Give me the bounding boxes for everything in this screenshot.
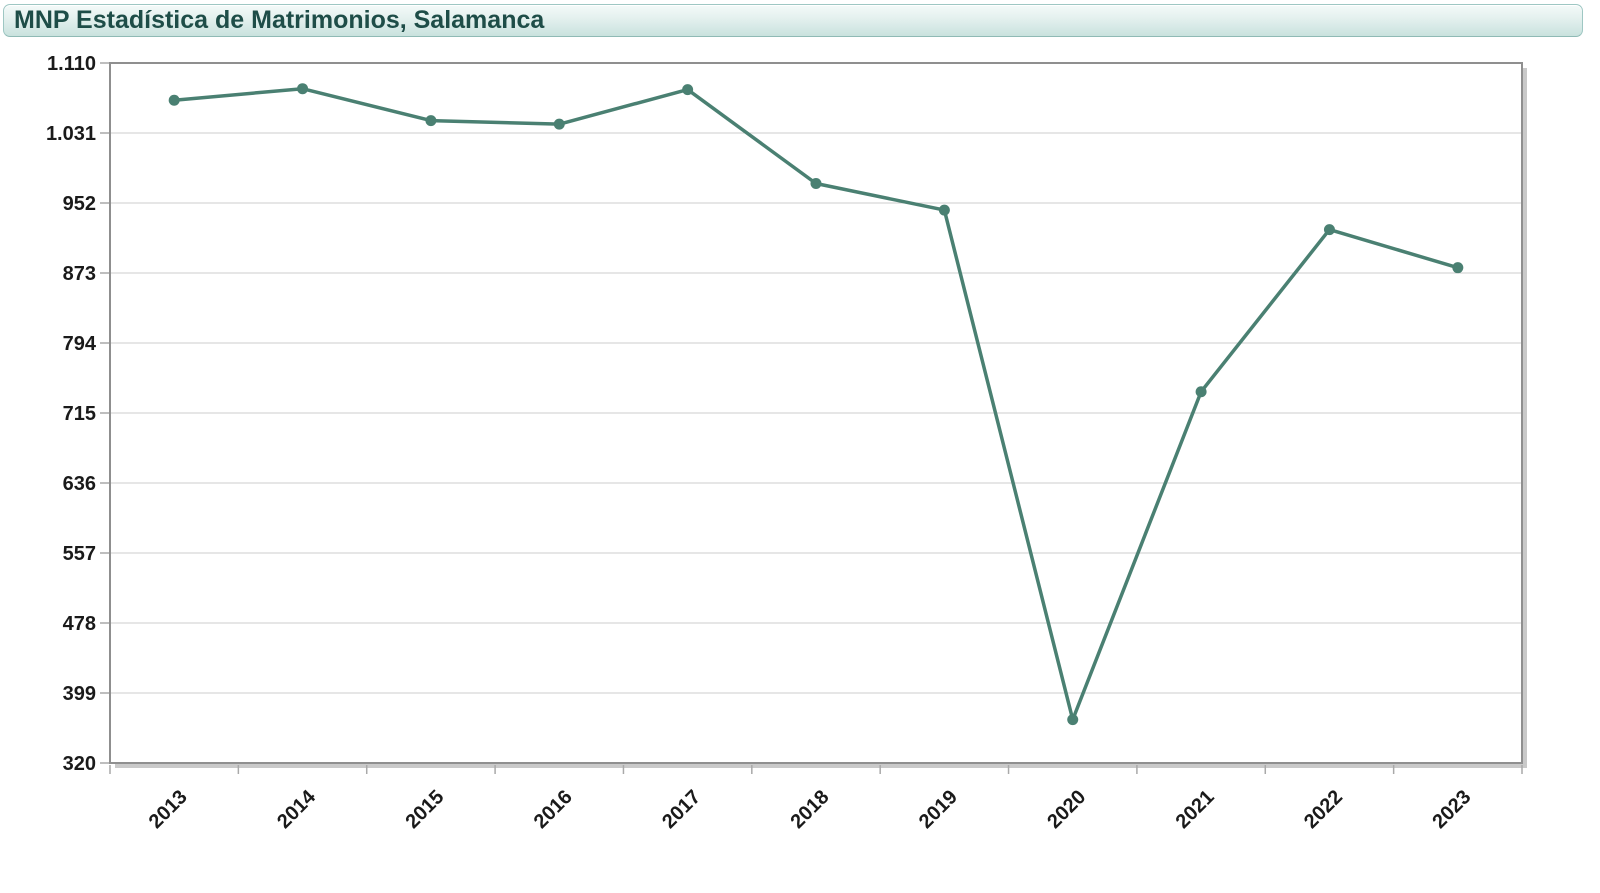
y-tick-label: 557 xyxy=(63,543,96,565)
y-tick-label: 636 xyxy=(63,473,96,495)
data-point-2021[interactable] xyxy=(1195,386,1207,398)
x-tick-label: 2020 xyxy=(1043,786,1090,833)
x-tick-label: 2014 xyxy=(273,785,321,833)
data-point-2016[interactable] xyxy=(553,118,565,130)
data-point-2013[interactable] xyxy=(168,94,180,106)
x-tick-label: 2022 xyxy=(1300,786,1347,833)
x-tick-label: 2018 xyxy=(787,786,834,833)
chart-title: MNP Estadística de Matrimonios, Salamanc… xyxy=(14,6,545,34)
y-tick-label: 873 xyxy=(63,263,96,285)
y-tick-label: 952 xyxy=(63,193,96,215)
x-tick-label: 2019 xyxy=(915,786,962,833)
data-point-2022[interactable] xyxy=(1323,224,1335,236)
y-tick-label: 1.110 xyxy=(47,53,96,75)
chart-title-bar: MNP Estadística de Matrimonios, Salamanc… xyxy=(3,4,1583,37)
x-tick-label: 2015 xyxy=(401,786,448,833)
data-point-2017[interactable] xyxy=(682,84,694,96)
data-point-2015[interactable] xyxy=(425,115,437,127)
y-tick-label: 1.031 xyxy=(46,123,96,145)
x-tick-label: 2016 xyxy=(530,786,577,833)
x-tick-label: 2017 xyxy=(658,786,705,833)
y-tick-label: 715 xyxy=(63,403,96,425)
data-point-2020[interactable] xyxy=(1067,714,1079,726)
x-tick-label: 2021 xyxy=(1172,786,1219,833)
data-point-2023[interactable] xyxy=(1452,262,1464,274)
data-point-2014[interactable] xyxy=(297,83,309,95)
y-tick-label: 399 xyxy=(63,683,96,705)
x-tick-label: 2013 xyxy=(145,786,192,833)
y-tick-label: 320 xyxy=(63,753,96,775)
y-tick-label: 478 xyxy=(63,613,96,635)
data-point-2019[interactable] xyxy=(938,204,950,216)
x-tick-label: 2023 xyxy=(1428,786,1475,833)
y-tick-label: 794 xyxy=(63,333,97,355)
data-point-2018[interactable] xyxy=(810,178,822,190)
